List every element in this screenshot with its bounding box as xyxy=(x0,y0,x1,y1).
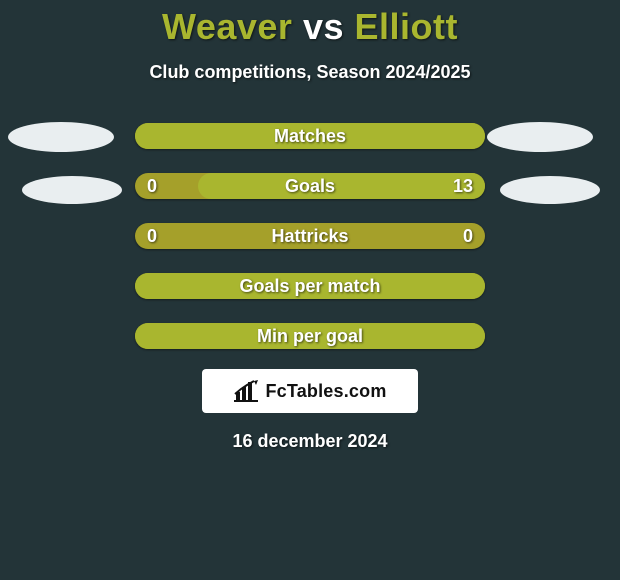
stat-bar: Matches xyxy=(135,123,485,149)
stat-label: Goals xyxy=(135,173,485,199)
date-label: 16 december 2024 xyxy=(0,431,620,452)
stat-value-right: 13 xyxy=(441,173,485,199)
brand-logo-text: FcTables.com xyxy=(265,381,386,402)
background-ellipse xyxy=(8,122,114,152)
brand-logo-box: FcTables.com xyxy=(202,369,418,413)
bar-chart-icon xyxy=(233,380,259,402)
stat-bar: Goals0 13 xyxy=(135,173,485,199)
stat-bar: Min per goal xyxy=(135,323,485,349)
stat-value-left: 0 xyxy=(135,173,169,199)
background-ellipse xyxy=(500,176,600,204)
stat-label: Min per goal xyxy=(135,323,485,349)
stat-bar: Hattricks0 0 xyxy=(135,223,485,249)
page-title: Weaver vs Elliott xyxy=(0,0,620,48)
stat-value-left: 0 xyxy=(135,223,169,249)
subtitle: Club competitions, Season 2024/2025 xyxy=(0,62,620,83)
stat-label: Hattricks xyxy=(135,223,485,249)
stat-label: Matches xyxy=(135,123,485,149)
background-ellipse xyxy=(22,176,122,204)
stat-row: Hattricks0 0 xyxy=(0,223,620,249)
stat-row: Goals per match xyxy=(0,273,620,299)
background-ellipse xyxy=(487,122,593,152)
comparison-card: Weaver vs Elliott Club competitions, Sea… xyxy=(0,0,620,580)
stat-row: Min per goal xyxy=(0,323,620,349)
title-player-left: Weaver xyxy=(162,6,292,47)
stat-rows: MatchesGoals013Hattricks00Goals per matc… xyxy=(0,123,620,349)
stat-bar: Goals per match xyxy=(135,273,485,299)
brand-logo: FcTables.com xyxy=(233,380,386,402)
title-player-right: Elliott xyxy=(355,6,458,47)
title-vs: vs xyxy=(303,6,344,47)
stat-label: Goals per match xyxy=(135,273,485,299)
stat-value-right: 0 xyxy=(451,223,485,249)
